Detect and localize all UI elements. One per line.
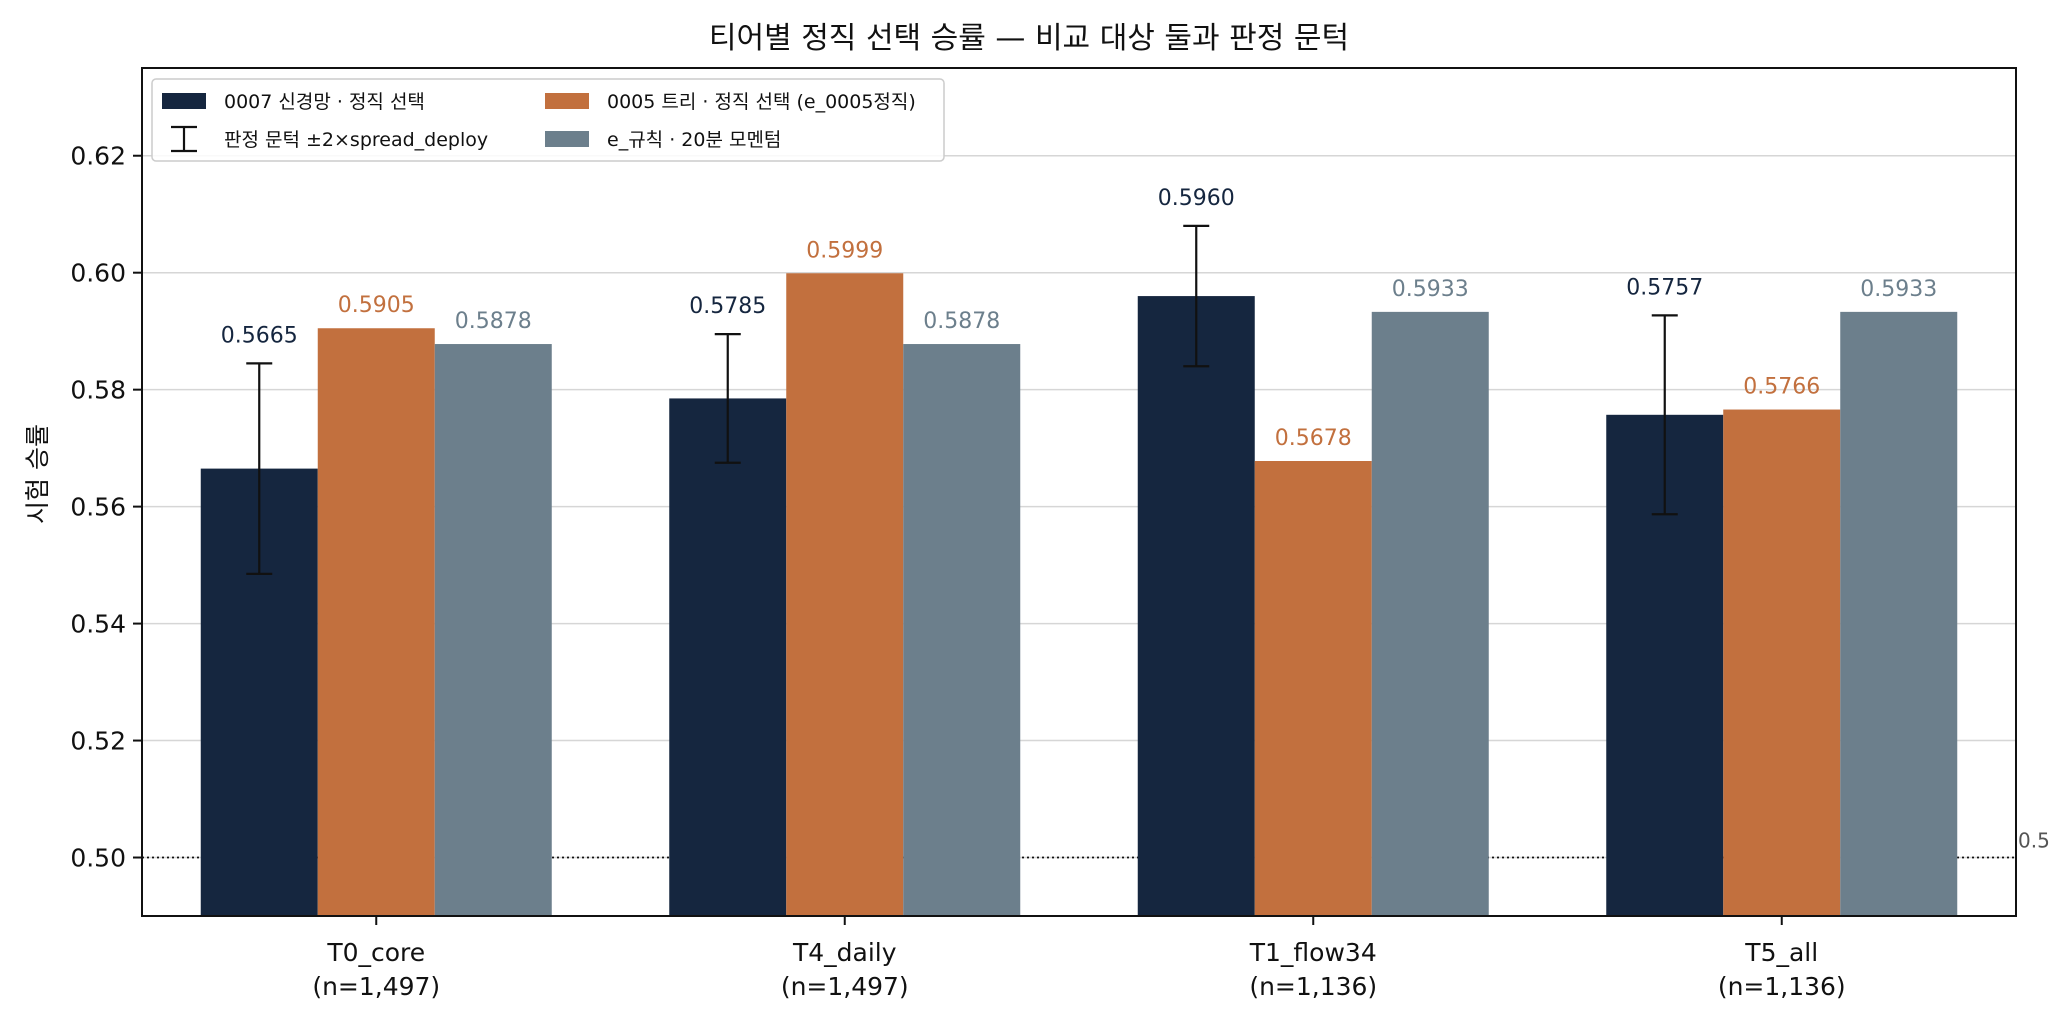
bar: [1254, 461, 1372, 916]
y-tick-label: 0.60: [70, 259, 126, 288]
legend: 0007 신경망 · 정직 선택 0005 트리 · 정직 선택 (e_0005정…: [151, 78, 945, 162]
value-label: 0.5878: [923, 309, 1000, 334]
x-tick-label: T5_all: [1744, 938, 1818, 967]
legend-label: 0007 신경망 · 정직 선택: [224, 91, 425, 113]
legend-swatch: [162, 93, 206, 109]
bars: [200, 273, 1958, 916]
value-label: 0.5878: [455, 309, 532, 334]
legend-label: e_규칙 · 20분 모멘텀: [607, 129, 781, 151]
y-tick-label: 0.58: [70, 376, 126, 405]
value-label: 0.5766: [1743, 375, 1820, 400]
y-tick-label: 0.62: [70, 142, 126, 171]
plot-frame: [141, 67, 2017, 917]
legend-label: 판정 문턱 ±2×spread_deploy: [224, 129, 488, 151]
x-axis: T0_core (n=1,497) T4_daily (n=1,497) T1_flow…: [312, 916, 1846, 1001]
bar: [786, 273, 904, 916]
y-axis-label: 시험 승률: [23, 424, 52, 524]
legend-swatch: [545, 131, 589, 147]
value-label: 0.5960: [1158, 186, 1235, 211]
value-labels: 0.5665 0.5905 0.5878 0.5785 0.5999 0.5878 0.59…: [221, 186, 1937, 451]
bar: [1723, 409, 1841, 916]
reference-line-label: 0.5: [2018, 829, 2050, 853]
bar: [317, 328, 435, 916]
y-tick-label: 0.56: [70, 493, 126, 522]
error-bars: [246, 224, 1678, 575]
y-axis: 0.50 0.52 0.54 0.56 0.58 0.60 0.62: [70, 142, 142, 873]
x-tick-label: T0_core: [326, 938, 425, 967]
x-tick-sublabel: (n=1,136): [1718, 972, 1846, 1001]
y-tick-label: 0.50: [70, 844, 126, 873]
value-label: 0.5905: [338, 293, 415, 318]
bar: [1137, 296, 1255, 916]
x-tick-label: T4_daily: [792, 938, 897, 967]
x-tick-sublabel: (n=1,497): [781, 972, 909, 1001]
value-label: 0.5678: [1275, 426, 1352, 451]
value-label: 0.5665: [221, 323, 298, 348]
value-label: 0.5757: [1626, 275, 1703, 300]
bar: [1840, 311, 1958, 916]
y-tick-label: 0.54: [70, 610, 126, 639]
bar: [434, 344, 552, 916]
bar: [669, 398, 787, 916]
value-label: 0.5933: [1392, 277, 1469, 302]
value-label: 0.5999: [806, 238, 883, 263]
value-label: 0.5785: [689, 294, 766, 319]
bar: [903, 344, 1021, 916]
bar: [1371, 311, 1489, 916]
x-tick-sublabel: (n=1,497): [312, 972, 440, 1001]
legend-box: [151, 78, 945, 162]
x-tick-label: T1_flow34: [1249, 938, 1377, 967]
y-tick-label: 0.52: [70, 727, 126, 756]
chart-title: 티어별 정직 선택 승률 — 비교 대상 둘과 판정 문턱: [709, 21, 1349, 56]
legend-label: 0005 트리 · 정직 선택 (e_0005정직): [607, 91, 916, 113]
legend-swatch: [545, 93, 589, 109]
x-tick-sublabel: (n=1,136): [1249, 972, 1377, 1001]
value-label: 0.5933: [1860, 277, 1937, 302]
